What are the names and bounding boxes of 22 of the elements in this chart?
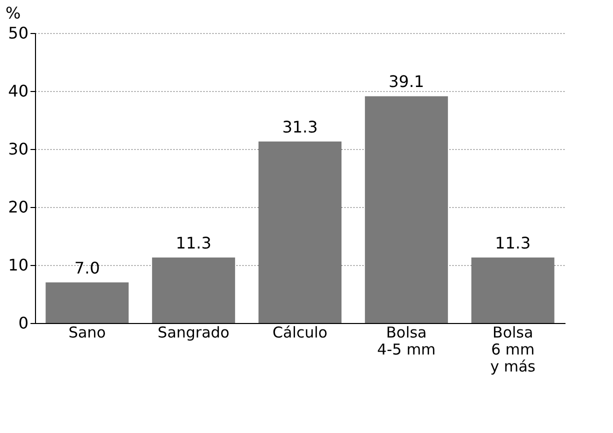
x-tick-label: Bolsa 6 mm y más <box>490 324 536 376</box>
data-label: 7.0 <box>74 258 100 278</box>
bar <box>258 141 342 323</box>
y-tick-label: 50 <box>8 24 28 42</box>
x-tick-label: Sangrado <box>158 324 230 342</box>
x-tick-label: Cálculo <box>272 324 328 342</box>
data-label: 31.3 <box>282 117 318 136</box>
bar <box>364 96 448 323</box>
data-label: 11.3 <box>495 233 531 252</box>
bar <box>471 257 554 323</box>
x-tick-label: Bolsa 4-5 mm <box>377 324 436 358</box>
x-tick-label: Sano <box>68 324 106 342</box>
data-label: 11.3 <box>176 233 212 252</box>
bar <box>152 257 236 323</box>
data-label: 39.1 <box>388 72 424 92</box>
bar <box>46 282 129 323</box>
y-tick-label: 30 <box>8 140 28 158</box>
y-tick-label: 40 <box>8 82 28 100</box>
y-axis-title: % <box>6 4 21 22</box>
y-tick-label: 20 <box>8 198 28 216</box>
y-tick-label: 10 <box>8 256 28 274</box>
y-tick-label: 0 <box>18 314 28 332</box>
